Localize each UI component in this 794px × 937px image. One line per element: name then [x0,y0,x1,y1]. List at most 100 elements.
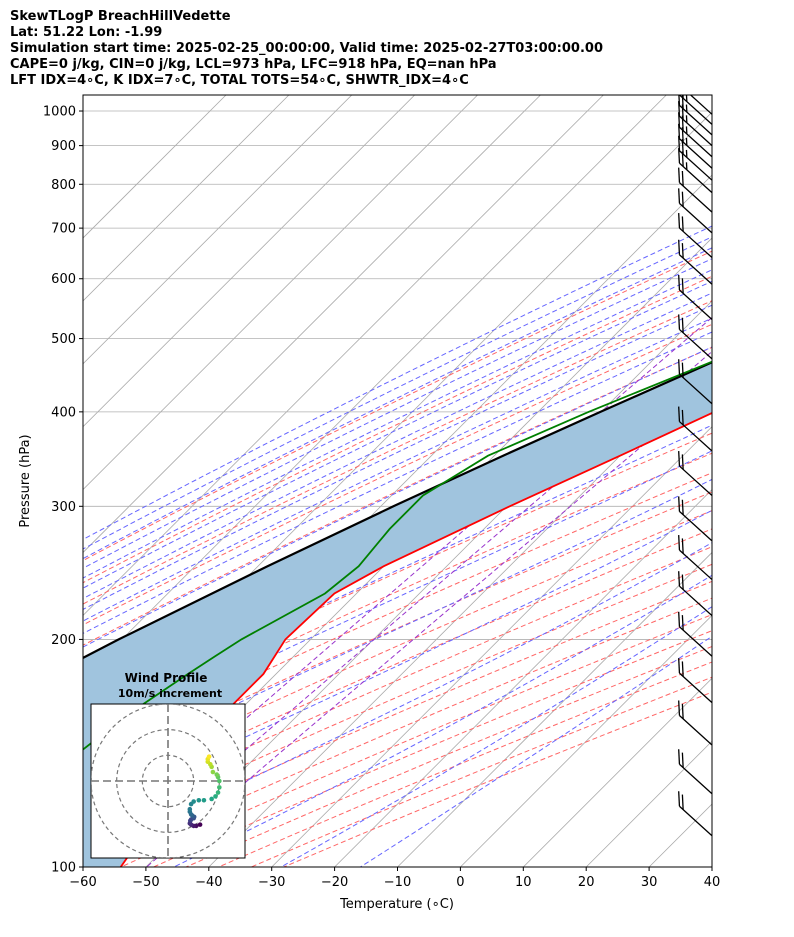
y-tick-label: 600 [51,272,76,287]
hodograph-point [201,797,207,803]
y-tick-label: 900 [51,139,76,154]
wind-barb [678,611,712,657]
dry-adiabat [83,546,712,824]
x-tick-label: 20 [578,875,595,890]
isotherm-line [271,426,712,867]
dry-adiabat [83,452,712,740]
wind-barb [678,239,712,285]
x-tick-label: −10 [384,875,411,890]
x-tick-label: −30 [258,875,285,890]
isotherm-line [83,95,667,679]
chart-title: SkewTLogP BreachHillVedette Lat: 51.22 L… [10,9,603,89]
isotherm-line [460,614,712,867]
isotherm-line [83,95,227,239]
x-tick-label: −60 [69,875,96,890]
y-tick-label: 100 [51,861,76,876]
isotherm-line [775,95,794,867]
wind-barb [678,213,712,259]
mixing-ratio-line [109,350,712,867]
y-tick-label: 300 [51,500,76,515]
hodograph-point [215,790,221,795]
hodograph-point [217,785,222,790]
x-tick-label: 0 [456,875,464,890]
y-tick-label: 1000 [43,105,76,120]
wind-barbs [678,95,712,837]
wind-barb [678,148,712,194]
hodograph-point [206,754,212,759]
isotherm-line [711,866,712,867]
title-line-times: Simulation start time: 2025-02-25_00:00:… [10,41,603,56]
dewpoint-profile-line [83,360,712,751]
dry-adiabat [83,346,712,646]
dry-adiabat [83,528,712,808]
wind-barb [678,188,712,234]
dry-adiabat [83,491,712,775]
y-tick-label: 200 [51,633,76,648]
wind-barb [678,496,712,542]
wind-barb [678,314,712,360]
isotherm-line [83,95,478,491]
y-axis-ticks: 1000 900 800 700 600 500 400 300 200 100 [43,105,83,876]
y-tick-label: 800 [51,178,76,193]
wind-barb [678,791,712,837]
hodograph-point [213,794,218,799]
moist-adiabat [83,269,712,579]
x-tick-label: 30 [641,875,658,890]
y-tick-label: 500 [51,332,76,347]
hodograph-point [217,778,222,784]
wind-barb [678,700,712,746]
isotherm-line [208,363,712,867]
isotherm-line [83,95,415,428]
moist-adiabat [83,542,712,859]
isotherm-lines [83,95,794,867]
isotherm-line [648,803,712,867]
moist-adiabat [83,331,712,635]
hodograph-point [210,769,216,775]
mixing-ratio-lines [83,316,712,867]
x-tick-label: 10 [515,875,532,890]
wind-barb [689,95,712,115]
dry-adiabat [83,250,712,562]
wind-barb [678,658,712,704]
hodograph-title: Wind Profile [125,671,208,685]
moist-adiabat [83,247,712,560]
wind-barb [678,406,712,452]
wind-barb [678,749,712,795]
x-tick-label: 40 [704,875,721,890]
moist-adiabat [83,258,712,569]
x-tick-label: −40 [195,875,222,890]
y-tick-label: 400 [51,405,76,420]
hodograph-point [197,822,203,827]
x-axis-label: Temperature (∘C) [339,897,454,912]
hodograph-inset: Wind Profile 10m/s increment [90,671,246,859]
y-axis-label: Pressure (hPa) [18,434,33,527]
hodograph-subtitle: 10m/s increment [118,687,222,700]
wind-barb [678,359,712,405]
moist-adiabat [83,317,712,622]
isotherm-line [83,95,290,302]
wind-barb [678,571,712,617]
title-line-location: Lat: 51.22 Lon: -1.99 [10,25,163,40]
wind-barb [678,535,712,581]
isotherm-line [585,740,712,867]
isotherm-line [397,551,712,867]
isotherm-line [83,95,541,554]
wind-barb [678,274,712,320]
moist-adiabat [83,304,712,611]
y-tick-label: 700 [51,222,76,237]
parcel-profile-line [83,361,712,660]
isotherm-line [523,677,712,867]
moist-adiabat [83,225,712,541]
hodograph-point [214,772,220,777]
moist-adiabat [83,450,712,748]
x-tick-label: −50 [132,875,159,890]
wind-barb [678,167,712,213]
hodograph-point [191,799,196,804]
title-line-indices-1: CAPE=0 j/kg, CIN=0 j/kg, LCL=973 hPa, LF… [10,57,497,72]
x-tick-label: −20 [321,875,348,890]
isotherm-line [83,95,353,365]
title-line-indices-2: LFT IDX=4∘C, K IDX=7∘C, TOTAL TOTS=54∘C,… [10,73,469,88]
hodograph-point [196,797,202,803]
hodograph-point [187,806,193,812]
